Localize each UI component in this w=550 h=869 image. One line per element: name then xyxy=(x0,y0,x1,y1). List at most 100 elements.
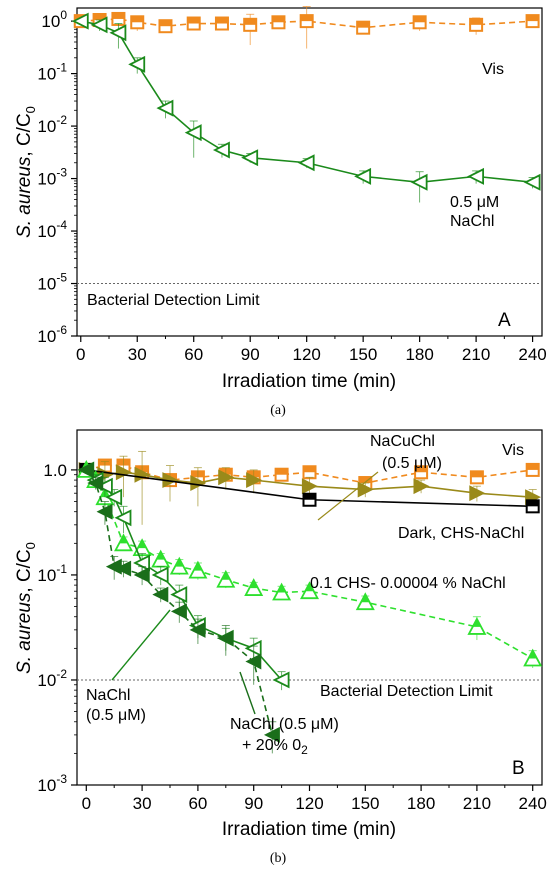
panel-b-y-tick-label: 1.0 xyxy=(43,461,67,480)
panel-b-nacuchl-conc: (0.5 μM) xyxy=(382,455,442,472)
panel-b-series-chs-point xyxy=(272,582,292,601)
panel-b-series-chs-point xyxy=(467,617,487,635)
panel-a-x-axis-label: Irradiation time (min) xyxy=(222,371,396,392)
panel-b-series-nacuchl-point xyxy=(190,475,207,492)
panel-b-series-nachl_o2-point xyxy=(189,621,206,638)
panel-a-nachl-conc: 0.5 μM xyxy=(450,194,499,211)
panel-b-x-tick-label: 90 xyxy=(244,794,263,813)
panel-a-series-nachl-point xyxy=(467,167,485,185)
panel-b-series-nachl-point xyxy=(170,586,188,604)
panel-a-nachl-name: NaChl xyxy=(450,213,494,230)
panel-a-ticks: 0 30 60 90 120 150 180 210 240 100 10-1 10-2 10-3 10-… xyxy=(37,8,546,364)
panel-b-series-chs-point xyxy=(114,533,133,552)
panel-a-series-vis-point xyxy=(158,19,173,34)
panel-a-series-nachl-point xyxy=(71,12,89,30)
panel-a-x-tick-label: 30 xyxy=(128,345,147,364)
panel-b-y-tick-label: 10-2 xyxy=(37,667,67,690)
panel-b-series-nacuchl-point xyxy=(413,478,430,495)
panel-b-series-chs-point xyxy=(169,556,189,575)
panel-b-series-nachl-point xyxy=(272,671,290,689)
panel-a-y-tick-label: 10-3 xyxy=(37,166,67,189)
panel-b-x-tick-label: 120 xyxy=(295,794,323,813)
panel-b-series-dark-point xyxy=(302,492,317,507)
panel-b-x-tick-label: 30 xyxy=(133,794,152,813)
panel-a-series-vis-point xyxy=(214,16,229,31)
panel-b-nachl-conc: (0.5 μM) xyxy=(86,707,146,724)
panel-b-y-axis-label: S. aureus, C/C0 xyxy=(14,542,38,674)
panel-b-nachl-leader xyxy=(111,609,171,681)
panel-b-series-vis-point xyxy=(274,467,289,482)
panel-b-dark-label: Dark, CHS-NaChl xyxy=(398,525,524,542)
panel-a-series-nachl-point xyxy=(212,141,230,159)
panel-b-x-tick-label: 210 xyxy=(463,794,491,813)
panel-a-series-vis-point xyxy=(299,14,314,29)
panel-b-o2-leader xyxy=(239,671,256,715)
panel-a-series-nachl-point xyxy=(523,173,541,191)
panel-b-series-nacuchl-point xyxy=(469,485,486,502)
panel-b-label: B xyxy=(512,758,525,779)
panel-b-series-nacuchl-point xyxy=(115,464,132,481)
panel-b-series-nachl_o2-point xyxy=(263,726,280,743)
panel-a-series-nachl-point xyxy=(156,99,174,117)
panel-a-y-tick-label: 10-5 xyxy=(37,271,67,294)
panel-a: 0 30 60 90 120 150 180 210 240 100 10-1 10-2 10-3 10-… xyxy=(14,6,547,418)
panel-a-y-tick-label: 10-6 xyxy=(37,323,67,346)
panel-b-detection-limit-label: Bacterial Detection Limit xyxy=(320,683,493,700)
panel-b-series-nachl_o2-point xyxy=(217,630,234,647)
panel-a-y-tick-label: 10-1 xyxy=(37,61,67,84)
panel-b-x-tick-label: 60 xyxy=(188,794,207,813)
panel-b-series-chs-point xyxy=(300,581,319,600)
panel-a-series-vis-point xyxy=(469,17,484,32)
panel-a-x-tick-label: 60 xyxy=(184,345,203,364)
panel-b-series-nachl_o2-point xyxy=(170,603,187,620)
panel-b-series-chs-point xyxy=(523,648,543,667)
panel-b-series-nachl_o2-point xyxy=(115,560,132,577)
panel-b-o2-name: NaChl (0.5 μM) xyxy=(230,716,339,733)
panel-b-series-vis-point xyxy=(302,465,317,480)
panel-b-nachl-name: NaChl xyxy=(86,687,130,704)
panel-b-y-tick-label: 10-1 xyxy=(37,562,67,585)
panel-b-series-nachl-point xyxy=(114,509,132,527)
panel-a-series-nachl-point xyxy=(354,167,372,185)
panel-a-x-tick-label: 150 xyxy=(349,345,377,364)
panel-b-series-chs-point xyxy=(355,592,375,611)
panel-a-x-tick-label: 180 xyxy=(405,345,433,364)
panel-b-series-nachl_o2-point xyxy=(87,475,104,492)
panel-b-series-nachl-point xyxy=(151,566,169,584)
panel-a-y-tick-label: 10-4 xyxy=(37,218,67,241)
panel-b-series xyxy=(76,450,543,754)
panel-a-x-tick-label: 240 xyxy=(518,345,546,364)
panel-b-series-chs-point xyxy=(188,560,208,579)
panel-b-series-nacuchl-point xyxy=(301,478,318,495)
panel-b-series-nachl_o2-point xyxy=(133,566,150,583)
panel-b-series-nachl_o2-point xyxy=(96,503,113,520)
caption-a: (a) xyxy=(270,403,286,418)
panel-b-x-tick-label: 180 xyxy=(407,794,435,813)
panel-b-nacuchl-leader xyxy=(317,471,379,521)
panel-a-series-nachl-point xyxy=(184,124,202,142)
panel-a-series-nachl-point xyxy=(109,24,127,42)
panel-b-series-nachl-point xyxy=(105,488,123,506)
panel-b-o2-mix: + 20% 02 xyxy=(242,737,308,757)
panel-a-vis-label: Vis xyxy=(482,61,504,78)
panel-b-series-chs-point xyxy=(216,569,236,588)
panel-a-series-nachl-point xyxy=(90,16,108,34)
panel-a-series-vis-point xyxy=(243,17,258,32)
panel-b-x-axis-label: Irradiation time (min) xyxy=(222,819,396,840)
panel-a-series-vis-point xyxy=(130,15,145,30)
panel-b-x-tick-label: 0 xyxy=(82,794,91,813)
caption-b: (b) xyxy=(270,851,287,866)
panel-b-vis-label: Vis xyxy=(502,442,524,459)
panel-a-series-vis-point xyxy=(412,15,427,30)
panel-b-series-nachl_o2-point xyxy=(245,653,262,670)
panel-b: 0 30 60 90 120 150 180 210 240 1.0 10-1 10-2 10-3 Ba… xyxy=(14,429,547,866)
panel-b-series-dark-point xyxy=(525,499,540,514)
panel-a-x-tick-label: 0 xyxy=(76,345,85,364)
panel-b-series-nachl-point xyxy=(95,477,113,495)
panel-b-series-nacuchl-point xyxy=(218,469,235,486)
panel-a-detection-limit-label: Bacterial Detection Limit xyxy=(87,292,260,309)
panel-b-series-nacuchl-point xyxy=(357,481,374,498)
panel-a-y-tick-label: 10-2 xyxy=(37,113,67,136)
panel-b-series-vis-point xyxy=(414,465,429,480)
